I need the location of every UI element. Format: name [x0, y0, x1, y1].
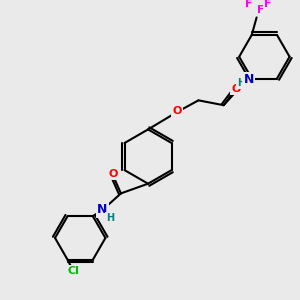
- Text: O: O: [232, 84, 241, 94]
- Text: F: F: [265, 0, 272, 9]
- Text: N: N: [244, 74, 254, 86]
- Text: F: F: [257, 5, 264, 15]
- Text: N: N: [97, 203, 108, 216]
- Text: H: H: [106, 213, 114, 223]
- Text: F: F: [245, 0, 253, 9]
- Text: O: O: [172, 106, 182, 116]
- Text: Cl: Cl: [68, 266, 80, 276]
- Text: O: O: [109, 169, 118, 179]
- Text: H: H: [237, 78, 245, 88]
